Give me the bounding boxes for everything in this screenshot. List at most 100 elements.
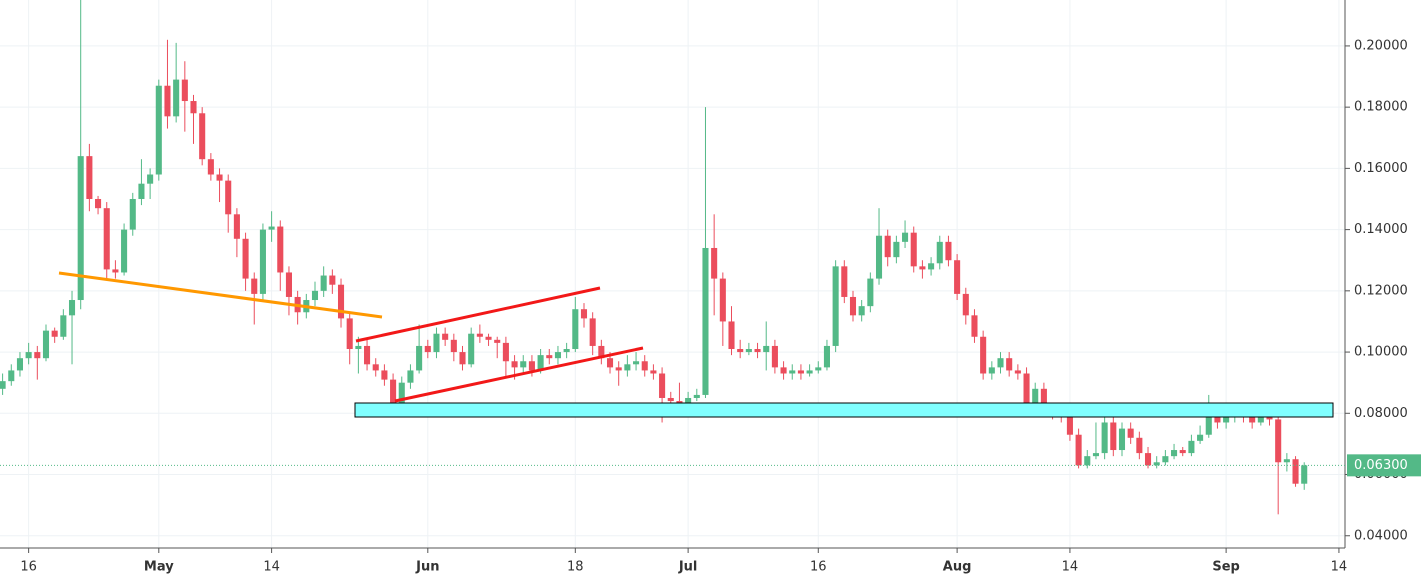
candle-body bbox=[112, 269, 119, 273]
candle-body bbox=[259, 229, 266, 294]
y-tick-label: 0.08000 bbox=[1354, 406, 1408, 421]
candle-body bbox=[468, 333, 475, 365]
candle-body bbox=[68, 300, 76, 316]
candle-body bbox=[936, 241, 943, 264]
candle-body bbox=[711, 247, 718, 279]
candle-body bbox=[242, 238, 249, 279]
x-tick-label: Aug bbox=[943, 560, 972, 575]
candle-body bbox=[875, 235, 883, 279]
x-tick-label: Jul bbox=[678, 560, 698, 575]
candle-body bbox=[277, 226, 284, 273]
y-tick-label: 0.16000 bbox=[1354, 161, 1408, 176]
candle-body bbox=[416, 345, 423, 371]
candle-body bbox=[1084, 456, 1091, 466]
candle-body bbox=[77, 156, 84, 301]
candle-body bbox=[771, 345, 778, 368]
candle-body bbox=[1136, 437, 1143, 454]
candle-body bbox=[537, 355, 544, 371]
y-tick-label: 0.14000 bbox=[1354, 222, 1408, 237]
candle-body bbox=[320, 275, 327, 291]
candle-body bbox=[693, 394, 700, 398]
candle-body bbox=[1301, 465, 1308, 484]
candle-body bbox=[181, 79, 188, 102]
candle-body bbox=[763, 345, 770, 353]
candle-body bbox=[962, 293, 969, 316]
candle-body bbox=[1110, 422, 1117, 451]
candle-body bbox=[121, 229, 128, 273]
candle-body bbox=[1101, 422, 1108, 454]
candle-body bbox=[173, 79, 180, 117]
candle-body bbox=[702, 247, 709, 395]
candle-body bbox=[450, 339, 457, 353]
candle-body bbox=[398, 382, 405, 405]
candle-body bbox=[1249, 416, 1256, 423]
candle-body bbox=[1179, 450, 1186, 454]
candle-body bbox=[129, 198, 136, 230]
candle-body bbox=[832, 266, 839, 346]
x-tick-label: 14 bbox=[263, 560, 280, 575]
x-tick-label: May bbox=[144, 560, 174, 575]
axes: 0.040000.060000.080000.100000.120000.140… bbox=[0, 38, 1421, 575]
candle-body bbox=[155, 85, 162, 175]
candle-body bbox=[1188, 440, 1195, 454]
candle-body bbox=[954, 260, 961, 294]
candle-body bbox=[910, 232, 917, 267]
candle-body bbox=[433, 333, 440, 353]
candle-body bbox=[25, 352, 32, 359]
x-tick-label: 16 bbox=[20, 560, 37, 575]
candle-body bbox=[1266, 416, 1273, 420]
channel-upper bbox=[355, 286, 601, 343]
candle-body bbox=[51, 330, 58, 337]
candle-body bbox=[372, 364, 379, 371]
candle-body bbox=[285, 272, 292, 297]
candle-body bbox=[0, 381, 6, 389]
candle-body bbox=[667, 397, 674, 402]
candle-body bbox=[606, 358, 614, 368]
candle-body bbox=[1118, 428, 1126, 451]
candle-body bbox=[8, 370, 15, 382]
candle-body bbox=[624, 364, 631, 371]
candle-body bbox=[580, 309, 588, 319]
candle-body bbox=[164, 85, 171, 117]
candle-body bbox=[311, 290, 319, 301]
candle-body bbox=[919, 266, 926, 270]
candle-body bbox=[1275, 419, 1282, 463]
trend-line bbox=[58, 271, 383, 319]
candle-body bbox=[858, 306, 865, 316]
candle-body bbox=[815, 367, 822, 371]
candle-body bbox=[207, 159, 214, 175]
candle-body bbox=[589, 318, 596, 346]
x-tick-label: 14 bbox=[1331, 560, 1348, 575]
candle-body bbox=[633, 361, 640, 365]
candle-body bbox=[381, 370, 388, 380]
candle-body bbox=[16, 358, 23, 371]
candle-body bbox=[823, 345, 830, 368]
candle-body bbox=[737, 349, 744, 353]
candle-body bbox=[884, 235, 891, 258]
candle-body bbox=[1171, 450, 1178, 457]
candle-body bbox=[650, 370, 657, 374]
y-tick-label: 0.18000 bbox=[1354, 100, 1408, 115]
candle-body bbox=[225, 180, 232, 215]
x-tick-label: Sep bbox=[1212, 560, 1240, 575]
candle-body bbox=[1257, 416, 1264, 423]
candle-body bbox=[1014, 370, 1021, 374]
candle-body bbox=[268, 226, 275, 230]
candle-body bbox=[42, 330, 50, 359]
candle-body bbox=[754, 349, 761, 353]
candle-body bbox=[988, 367, 995, 374]
candle-body bbox=[407, 370, 414, 383]
candle-body bbox=[902, 232, 909, 242]
candle-body bbox=[60, 315, 67, 337]
candle-body bbox=[797, 370, 804, 374]
candle-body bbox=[1092, 453, 1099, 457]
candle-body bbox=[719, 278, 726, 322]
candle-body bbox=[216, 174, 223, 181]
candle-body bbox=[841, 266, 848, 297]
candle-body bbox=[1292, 459, 1299, 484]
candle-body bbox=[893, 241, 900, 258]
candle-body bbox=[728, 321, 735, 350]
candle-body bbox=[390, 379, 397, 405]
